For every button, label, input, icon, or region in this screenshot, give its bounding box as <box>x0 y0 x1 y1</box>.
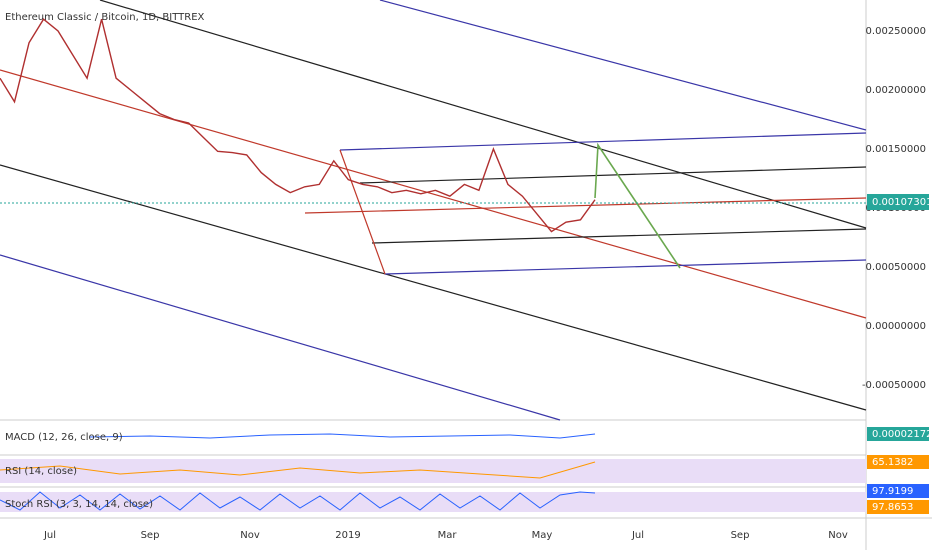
indicator-tag-text: 0.00002172 <box>872 429 932 440</box>
time-label: Nov <box>240 530 260 541</box>
stoch-line <box>0 491 596 511</box>
drawings <box>0 0 867 421</box>
time-label: 2019 <box>335 530 360 541</box>
time-label: Jul <box>43 530 56 541</box>
time-label: Mar <box>438 530 458 541</box>
time-label: Sep <box>141 530 160 541</box>
time-label: May <box>532 530 553 541</box>
indicator-tag-text: 97.9199 <box>872 486 913 497</box>
indicator-tag <box>867 427 929 441</box>
rsi-line <box>0 461 596 479</box>
price-line <box>0 18 596 233</box>
price-label: 0.00150000 <box>866 144 926 155</box>
indicator-label: RSI (14, close) <box>5 466 77 477</box>
time-label: Nov <box>828 530 848 541</box>
chart-title: Ethereum Classic / Bitcoin, 1D, BITTREX <box>5 12 205 23</box>
price-label: 0.00200000 <box>866 85 926 96</box>
time-label: Jul <box>631 530 644 541</box>
price-label: 0.00250000 <box>866 26 926 37</box>
indicator-label: MACD (12, 26, close, 9) <box>5 432 123 443</box>
price-label: 0.00050000 <box>866 262 926 273</box>
indicator-label: Stoch RSI (3, 3, 14, 14, close) <box>5 499 153 510</box>
price-label: 0.00000000 <box>866 321 926 332</box>
macd-line <box>89 433 596 439</box>
price-tag-text: 0.00107301 <box>872 197 932 208</box>
price-label: -0.00050000 <box>862 380 926 391</box>
indicator-tag-text: 97.8653 <box>872 502 913 513</box>
indicator-tag-text: 65.1382 <box>872 457 913 468</box>
price-tag <box>867 194 929 210</box>
stoch-band <box>0 492 866 512</box>
indicator-tag <box>867 484 929 498</box>
time-label: Sep <box>731 530 750 541</box>
indicator-tag <box>867 500 929 514</box>
indicator-tag <box>867 455 929 469</box>
